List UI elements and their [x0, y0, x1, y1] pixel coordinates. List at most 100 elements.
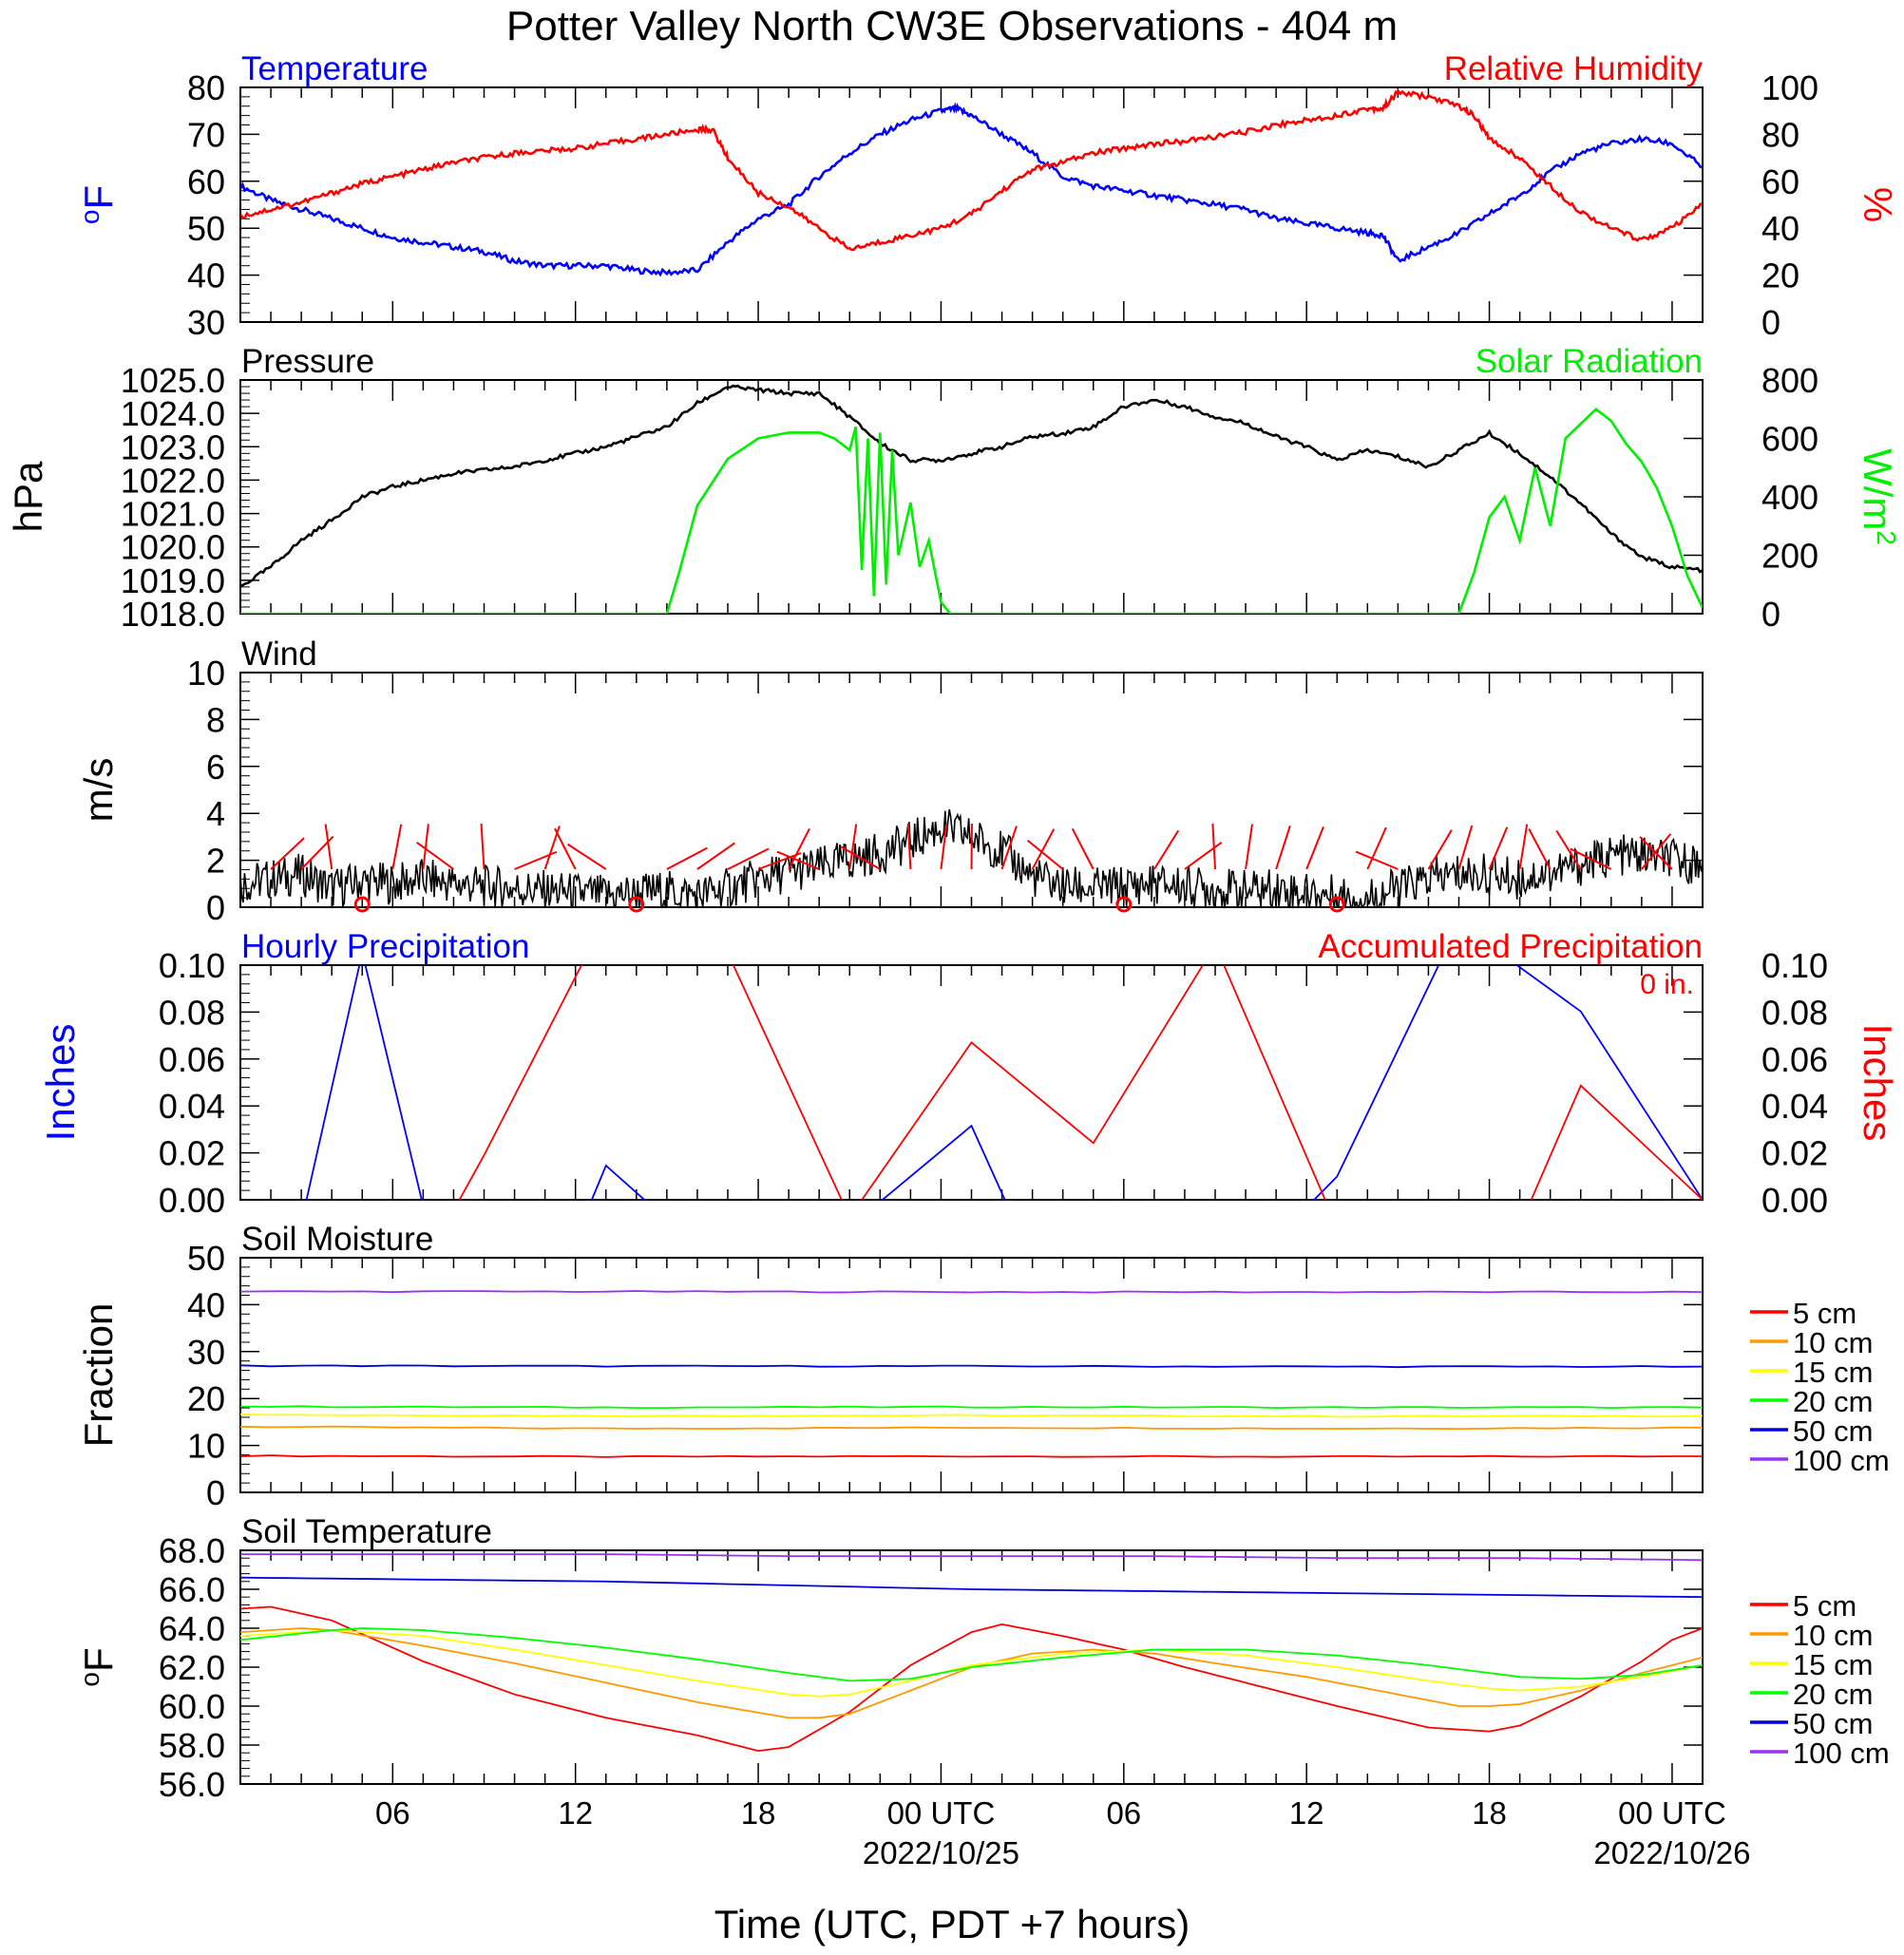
panel-title: Pressure: [241, 343, 374, 380]
y-tick-label-right: 0.08: [1761, 993, 1828, 1032]
calm-wind-marker: [353, 896, 371, 913]
y-tick-label: 58.0: [159, 1726, 225, 1765]
y-axis-label: Inches: [38, 1024, 83, 1142]
calm-wind-marker: [1115, 896, 1133, 913]
panel-title: Soil Moisture: [241, 1221, 433, 1258]
panel-title-right: Solar Radiation: [1476, 343, 1703, 380]
wind-barb: [1518, 824, 1529, 870]
series-15-cm: [240, 1629, 1703, 1698]
wind-barb: [391, 824, 403, 870]
y-tick-label: 60.0: [159, 1687, 225, 1726]
wind-barb: [1245, 824, 1253, 870]
series-50-cm: [240, 1364, 1703, 1369]
legend-label: 5 cm: [1793, 1589, 1856, 1623]
y-tick-label-right: 400: [1761, 478, 1818, 517]
series-hourly-precipitation: [305, 965, 1703, 1200]
y-tick-label: 60: [187, 162, 225, 201]
y-tick-label-right: 0.00: [1761, 1181, 1828, 1220]
series-20-cm: [240, 1627, 1703, 1682]
panel-temperature-humidity: 30 40 50 60 70 80 0 20 40 60 80 100 Temperature Relat…: [75, 50, 1900, 342]
wind-barb: [788, 827, 810, 870]
plot-frame: [239, 86, 1704, 323]
x-date-label: 2022/10/26: [1593, 1835, 1750, 1870]
wind-barb: [1000, 826, 1018, 870]
x-tick-label: 18: [741, 1795, 776, 1831]
legend-label: 50 cm: [1793, 1707, 1873, 1740]
wind-barb: [1211, 824, 1216, 870]
x-tick-label: 00 UTC: [887, 1795, 996, 1831]
y-tick-label: 56.0: [159, 1765, 225, 1804]
y-tick-label-right: 0: [1761, 595, 1780, 634]
figure-title: Potter Valley North CW3E Observations - …: [506, 3, 1398, 49]
y-tick-label: 80: [187, 68, 225, 107]
y-tick-label: 0.10: [159, 946, 225, 985]
series-solar-radiation: [240, 408, 1703, 614]
y-tick-label: 0.08: [159, 993, 225, 1032]
wind-barb: [270, 837, 305, 870]
y-tick-label: 1018.0: [121, 595, 225, 634]
y-tick-label: 64.0: [159, 1609, 225, 1648]
y-tick-label: 2: [206, 842, 225, 881]
x-tick-label: 12: [558, 1795, 593, 1831]
plot-frame: [239, 379, 1704, 615]
legend-label: 10 cm: [1793, 1619, 1873, 1652]
wind-barb: [416, 841, 455, 870]
wind-barb: [480, 824, 486, 870]
legend-label: 15 cm: [1793, 1648, 1873, 1681]
y-tick-label: 4: [206, 794, 225, 833]
calm-wind-marker: [1328, 896, 1345, 913]
wind-barb: [1641, 833, 1672, 870]
wind-barb: [1355, 850, 1399, 870]
wind-barb: [696, 842, 735, 870]
y-tick-label: 1023.0: [121, 427, 225, 466]
wind-barb: [1366, 826, 1387, 870]
y-tick-label: 1019.0: [121, 561, 225, 600]
y-tick-label: 8: [206, 700, 225, 739]
y-tick-label: 0.06: [159, 1040, 225, 1079]
wind-barb: [567, 843, 607, 870]
y-axis-label: oF: [75, 1647, 121, 1686]
y-tick-label: 0.00: [159, 1181, 225, 1220]
panel-wind: 0 2 4 6 8 10 Wind m/s: [76, 636, 1704, 927]
y-tick-label: 1022.0: [121, 461, 225, 500]
x-axis-label: Time (UTC, PDT +7 hours): [714, 1902, 1190, 1946]
plot-frame: [239, 964, 1704, 1201]
legend-label: 20 cm: [1793, 1678, 1873, 1711]
y-tick-label: 1020.0: [121, 528, 225, 567]
wind-barb: [840, 845, 881, 870]
series-5-cm: [240, 1605, 1703, 1753]
x-tick-label: 12: [1289, 1795, 1324, 1831]
y-tick-label: 0: [206, 1473, 225, 1512]
y-tick-label: 70: [187, 115, 225, 154]
legend-label: 20 cm: [1793, 1385, 1873, 1418]
y-tick-label: 30: [187, 303, 225, 342]
wind-barb: [727, 847, 770, 870]
series-10-cm: [240, 1627, 1703, 1719]
y-tick-label-right: 40: [1761, 209, 1799, 248]
wind-barb: [422, 824, 429, 870]
wind-barb: [1153, 829, 1180, 870]
series-relative-humidity: [240, 88, 1703, 252]
series-50-cm: [240, 1576, 1703, 1599]
y-tick-label-right: 0: [1761, 303, 1780, 342]
y-tick-label: 0.04: [159, 1087, 225, 1126]
wind-barb: [1275, 826, 1291, 870]
panel-soil-temperature: 56.058.060.062.064.066.068.0 Soil Tempera…: [75, 1513, 1890, 1804]
wind-barb: [757, 852, 802, 870]
y-tick-label: 10: [187, 1427, 225, 1466]
series-temperature: [240, 102, 1703, 277]
series-100-cm: [240, 1290, 1703, 1294]
series-20-cm: [240, 1405, 1703, 1410]
x-tick-label: 00 UTC: [1618, 1795, 1726, 1831]
wind-barb: [1528, 828, 1552, 870]
y-tick-label: 6: [206, 748, 225, 787]
y-tick-label: 50: [187, 1239, 225, 1278]
legend-label: 5 cm: [1793, 1297, 1856, 1330]
legend-label: 50 cm: [1793, 1414, 1873, 1448]
y-tick-label: 1024.0: [121, 394, 225, 433]
y-tick-label: 10: [187, 654, 225, 693]
y-tick-label: 1025.0: [121, 361, 225, 400]
y-axis-label-right: W/m2: [1856, 448, 1901, 545]
wind-barb: [848, 824, 858, 870]
